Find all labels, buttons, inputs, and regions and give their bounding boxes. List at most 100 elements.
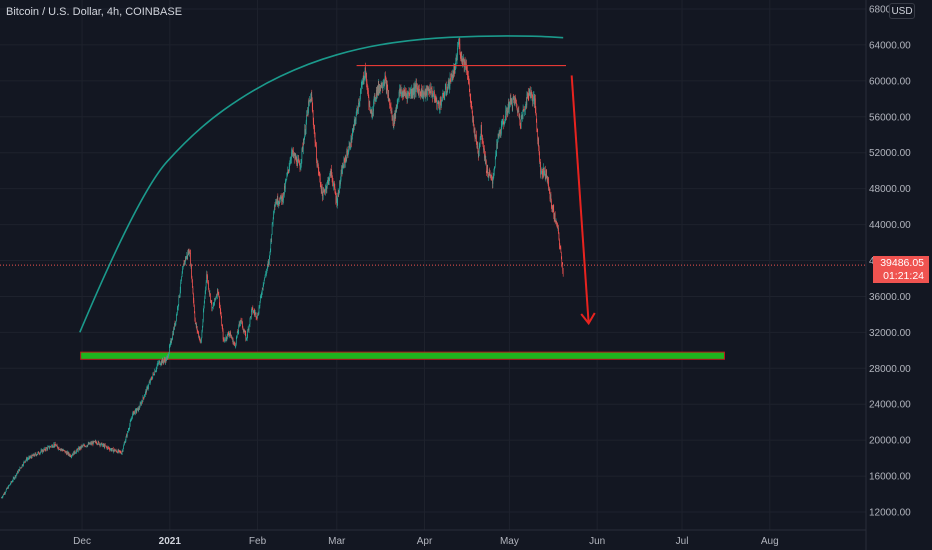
candle-body: [442, 92, 444, 94]
candle-body: [394, 110, 396, 118]
candle-body: [375, 97, 377, 100]
candle-body: [454, 68, 455, 73]
time-tick-label: Aug: [761, 536, 779, 547]
candle-body: [406, 94, 408, 99]
candle-body: [160, 364, 161, 365]
candle-body: [88, 443, 89, 445]
candle-body: [164, 359, 165, 361]
candle-body: [369, 101, 370, 106]
candle-body: [560, 252, 562, 260]
candle-body: [136, 409, 137, 412]
candle-body: [123, 444, 125, 446]
candle-body: [6, 488, 7, 490]
candle-body: [33, 454, 35, 456]
candle-body: [30, 456, 32, 458]
candle-body: [410, 92, 411, 97]
candle-body: [138, 407, 140, 409]
candle-body: [171, 338, 173, 341]
candle-body: [17, 471, 18, 474]
candle-body: [110, 448, 112, 450]
candle-body: [516, 103, 517, 105]
candle-body: [161, 360, 162, 364]
time-axis[interactable]: Dec 2021 Feb Mar Apr May Jun Jul Aug: [73, 536, 779, 547]
candle-body: [435, 99, 437, 101]
candle-body: [487, 168, 489, 174]
candle-body: [295, 156, 297, 161]
candle-body: [90, 442, 91, 444]
candle-body: [445, 86, 447, 93]
candle-body: [254, 312, 256, 314]
candle-body: [59, 449, 61, 451]
currency-button[interactable]: USD: [889, 3, 915, 19]
candle-body: [28, 458, 29, 460]
candle-body: [467, 75, 469, 77]
candle-body: [404, 90, 405, 92]
candle-body: [343, 166, 344, 168]
candle-body: [5, 489, 7, 492]
candle-body: [457, 45, 459, 48]
candle-body: [258, 313, 259, 316]
candle-body: [458, 42, 459, 46]
candle-body: [259, 301, 261, 307]
candle-body: [388, 94, 389, 101]
candle-body: [340, 173, 342, 180]
candle-body: [155, 370, 156, 373]
candle-body: [249, 318, 251, 325]
candle-body: [427, 87, 429, 91]
candle-body: [200, 339, 202, 343]
candle-body: [553, 208, 555, 217]
candle-body: [103, 444, 105, 446]
candle-body: [464, 60, 465, 68]
candle-body: [19, 467, 21, 471]
candle-body: [196, 326, 197, 328]
support-zone[interactable]: [80, 351, 725, 360]
candle-body: [407, 92, 409, 94]
candle-body: [344, 158, 346, 164]
candle-body: [339, 181, 340, 192]
candle-body: [189, 253, 190, 254]
candle-body: [456, 58, 457, 61]
candle-body: [325, 188, 326, 193]
candle-body: [533, 96, 534, 101]
candle-body: [190, 265, 192, 266]
candle-body: [436, 97, 438, 107]
candle-body: [501, 121, 503, 125]
candle-body: [368, 90, 369, 98]
candle-body: [270, 240, 272, 251]
candle-body: [269, 252, 271, 256]
candle-body: [419, 92, 421, 94]
candle-body: [444, 88, 446, 94]
candle-body: [123, 445, 124, 449]
drawing-overlays[interactable]: [0, 35, 866, 333]
candle-body: [184, 260, 186, 262]
candle-body: [44, 447, 46, 450]
candle-body: [126, 434, 128, 437]
candle-body: [182, 269, 183, 274]
candle-body: [348, 145, 350, 151]
candle-body: [105, 445, 107, 447]
candle-body: [139, 403, 141, 408]
candle-body: [188, 250, 189, 254]
price-axis[interactable]: 12000.00 16000.00 20000.00 24000.00 28000.00…: [869, 4, 911, 518]
candle-body: [385, 76, 386, 78]
candle-body: [103, 444, 105, 448]
candle-body: [223, 339, 225, 341]
candle-body: [125, 437, 127, 441]
arc-trendline[interactable]: [79, 35, 564, 333]
candle-body: [391, 111, 393, 117]
candle-body: [178, 295, 180, 298]
candle-body: [379, 88, 381, 92]
support-zone-rect[interactable]: [80, 351, 725, 360]
candle-body: [504, 119, 506, 123]
candle-body: [424, 89, 426, 94]
candle-body: [233, 342, 234, 344]
candle-body: [550, 194, 552, 201]
candle-body: [317, 164, 319, 166]
down-arrow-shaft[interactable]: [570, 75, 590, 324]
candle-body: [212, 307, 214, 308]
candle-body: [235, 345, 236, 347]
candle-body: [221, 325, 223, 328]
candle-body: [161, 359, 163, 364]
candle-body: [189, 253, 191, 254]
